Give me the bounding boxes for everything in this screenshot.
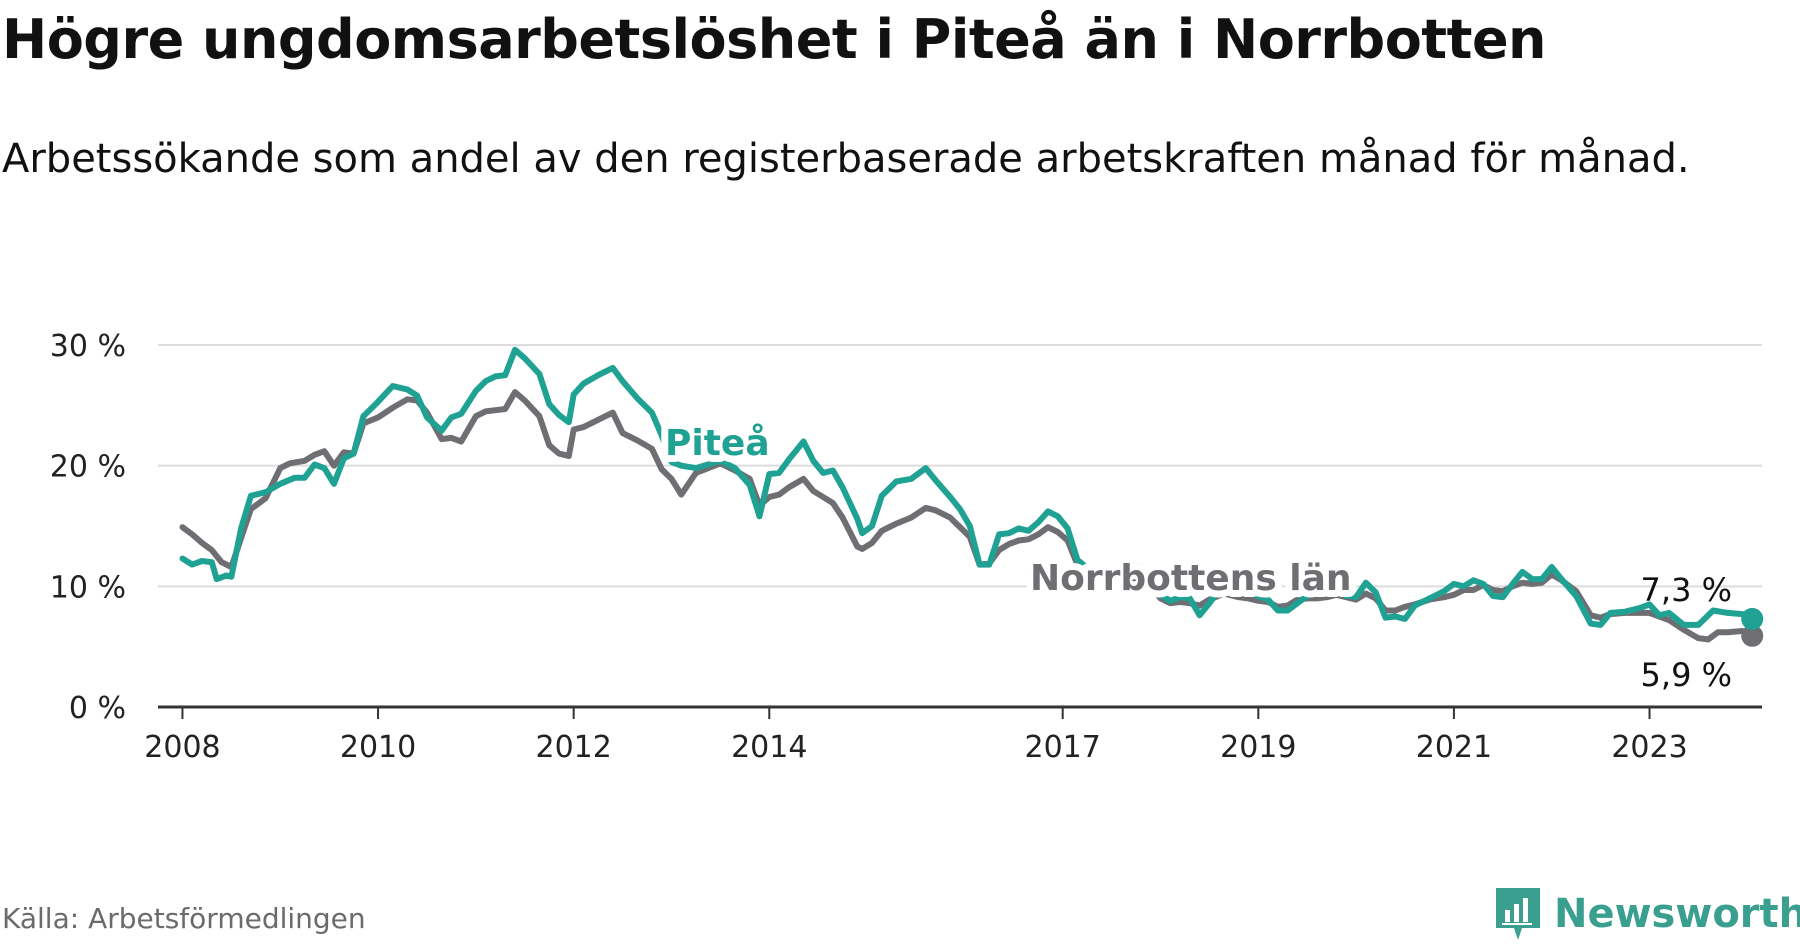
x-tick-label: 2010 — [340, 730, 416, 765]
x-tick-label: 2021 — [1416, 730, 1492, 765]
end-label-pitea: 7,3 % — [1641, 571, 1732, 609]
x-tick-label: 2019 — [1220, 730, 1296, 765]
y-tick-label: 30 % — [50, 329, 126, 364]
x-tick-label: 2014 — [731, 730, 807, 765]
newsworthy-logo-icon — [1496, 888, 1540, 940]
series-label-pitea-halo: Piteå — [665, 423, 770, 464]
brand-name: Newsworthy — [1554, 891, 1800, 937]
y-tick-label: 10 % — [50, 570, 126, 605]
x-tick-label: 2008 — [144, 730, 220, 765]
x-tick-label: 2017 — [1025, 730, 1101, 765]
end-point-norrbotten — [1741, 624, 1764, 647]
y-tick-label: 20 % — [50, 450, 126, 485]
end-label-norrbotten: 5,9 % — [1641, 656, 1732, 694]
x-tick-label: 2023 — [1611, 730, 1687, 765]
brand-logo[interactable]: Newsworthy — [1492, 884, 1800, 944]
end-point-pitea — [1741, 607, 1764, 630]
x-tick-label: 2012 — [535, 730, 611, 765]
chart-subtitle: Arbetssökande som andel av den registerb… — [2, 136, 1690, 182]
line-chart: 0 % 10 % 20 % 30 % 2008 2010 2012 2014 2017 2019 2… — [50, 329, 1764, 765]
series-line-norrbotten — [179, 389, 1756, 643]
source-note: Källa: Arbetsförmedlingen — [2, 902, 366, 935]
y-tick-label: 0 % — [69, 691, 126, 726]
series-label-pitea: Piteå — [665, 423, 770, 464]
grid-layer — [158, 344, 1762, 588]
chart-title: Högre ungdomsarbetslöshet i Piteå än i N… — [2, 8, 1547, 71]
series-label-norrbotten-halo: Norrbottens län — [1030, 558, 1352, 599]
series-layer — [179, 346, 1764, 647]
axis-layer: 0 % 10 % 20 % 30 % 2008 2010 2012 2014 2017 2019 2… — [50, 329, 1762, 765]
series-line-pitea — [179, 346, 1756, 628]
series-label-norrbotten: Norrbottens län — [1030, 558, 1352, 599]
